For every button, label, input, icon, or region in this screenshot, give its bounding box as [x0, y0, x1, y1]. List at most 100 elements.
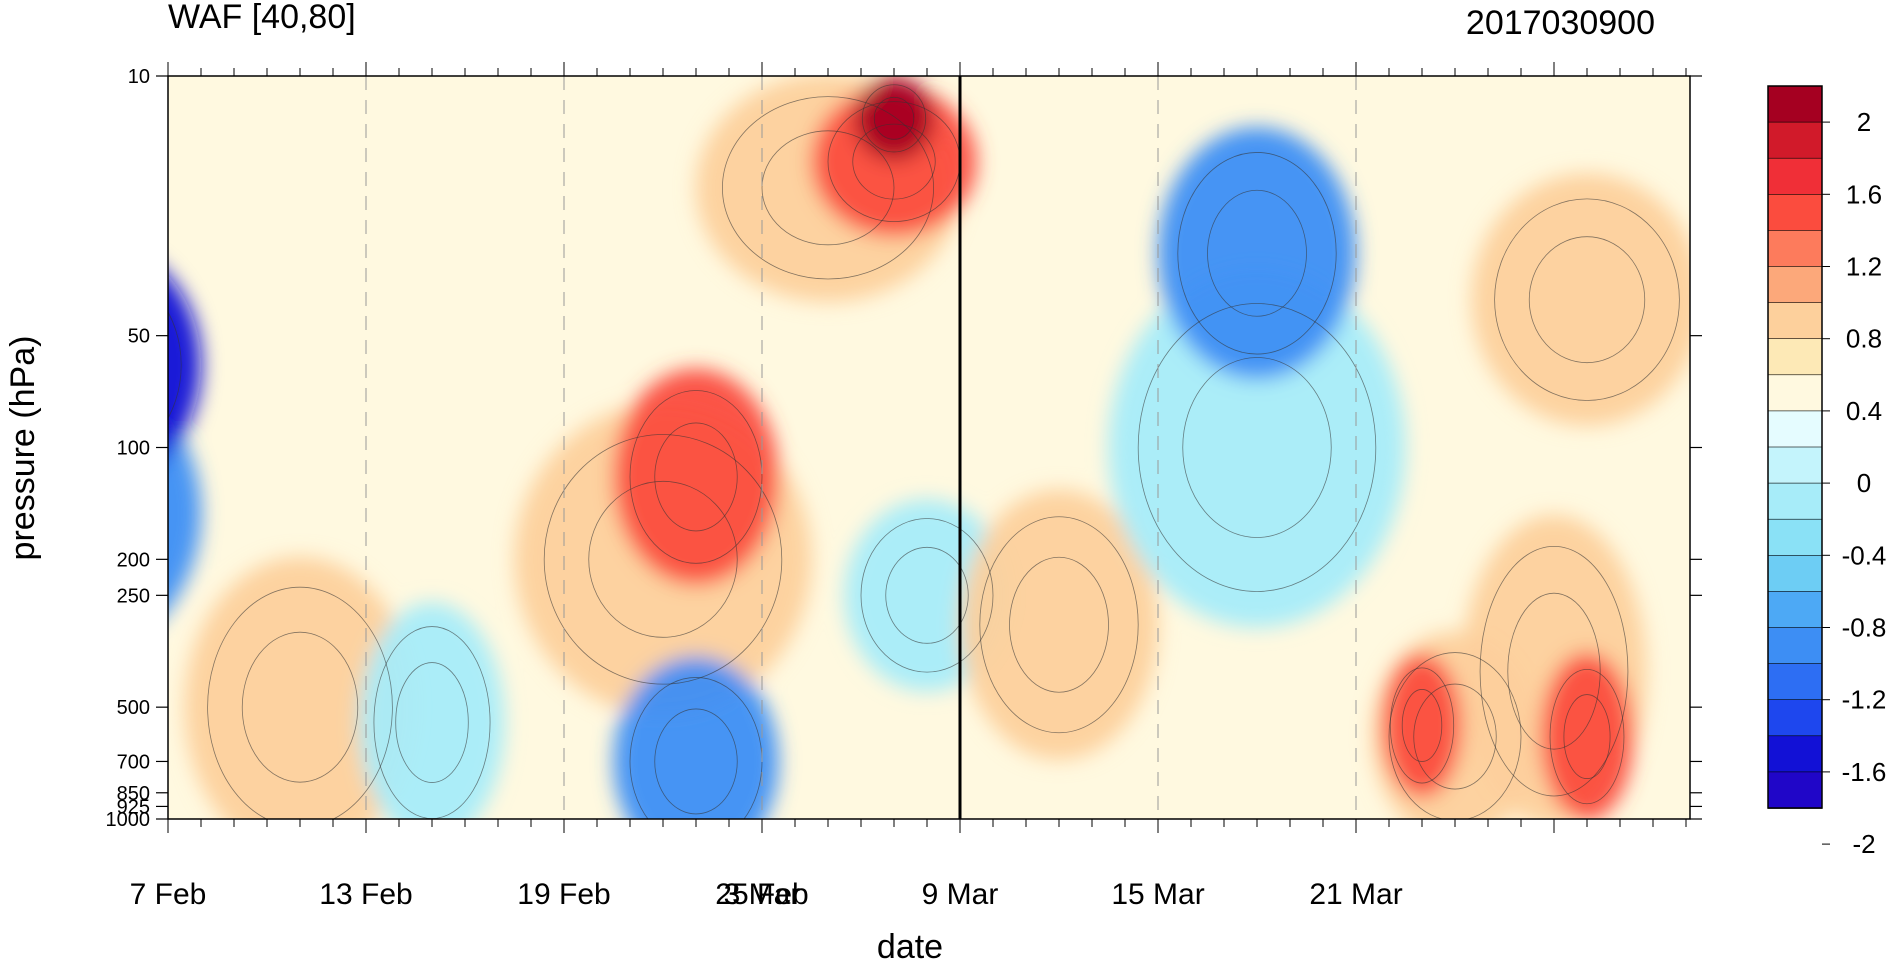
contour-region [613, 656, 779, 819]
colorbar-label: 0.4 [1846, 396, 1882, 426]
contour-fill [168, 76, 1690, 819]
colorbar-swatch [1767, 121, 1823, 159]
colorbar-swatch [1767, 699, 1823, 737]
contour-line [1388, 652, 1522, 819]
contour-line [1528, 236, 1646, 364]
contour-line [543, 434, 783, 685]
contour-line [1182, 357, 1332, 538]
contour-line [53, 305, 152, 425]
contour-line [1401, 689, 1443, 762]
y-tick-label: 10 [128, 66, 150, 88]
y-tick-label: 250 [117, 585, 150, 607]
colorbar-swatch [1767, 194, 1823, 232]
contour-region [1108, 267, 1406, 628]
contour-line [241, 631, 359, 783]
chart-title: WAF [40,80] [168, 0, 356, 36]
contour-line [395, 662, 469, 783]
colorbar-swatch [1767, 157, 1823, 196]
x-tick-label: 19 Feb [517, 878, 610, 911]
contour-region [1471, 173, 1690, 426]
colorbar-swatch [1767, 410, 1823, 448]
x-tick-label: 3 Mar [724, 878, 801, 911]
y-tick-label: 50 [128, 326, 150, 348]
colorbar-swatch [1767, 85, 1823, 123]
contour-line [1479, 545, 1629, 797]
contour-line [168, 311, 182, 419]
colorbar-label: -0.4 [1842, 540, 1887, 570]
contour-line [654, 708, 738, 815]
contour-line [1507, 592, 1601, 750]
contour-line [885, 546, 969, 644]
colorbar-swatch [1767, 374, 1823, 412]
colorbar-label: -1.2 [1842, 685, 1887, 715]
contour-line [860, 518, 994, 673]
contour-region [1540, 652, 1634, 819]
y-tick-label: 500 [117, 697, 150, 719]
y-tick-label: 100 [117, 438, 150, 460]
colorbar-swatch [1767, 518, 1823, 557]
x-tick-label: 7 Feb [130, 878, 207, 911]
colorbar-swatch [1767, 627, 1823, 665]
contour-line [761, 130, 895, 246]
colorbar-label: -2 [1852, 829, 1875, 859]
y-tick-label: 1000 [106, 809, 151, 831]
contour-region [960, 489, 1158, 760]
colorbar-swatch [1767, 591, 1823, 629]
contour-line [1207, 189, 1307, 317]
contour-region [1158, 127, 1356, 380]
colorbar-label: -1.6 [1842, 757, 1887, 787]
colorbar-swatch [1767, 266, 1823, 304]
contour-region [359, 602, 505, 819]
colorbar-swatch [1767, 735, 1823, 773]
contour-line [1563, 694, 1611, 779]
colorbar-label: 0.8 [1846, 324, 1882, 354]
colorbar-swatch [1767, 230, 1823, 268]
x-tick-label: 21 Mar [1309, 878, 1402, 911]
contour-line [1413, 683, 1497, 790]
contour-region [168, 415, 201, 611]
contour-region [854, 76, 934, 161]
chart-date-label: 2017030900 [1466, 4, 1655, 42]
y-tick-label: 200 [117, 549, 150, 571]
contour-line [861, 84, 927, 153]
contour-region [168, 275, 201, 455]
x-axis-title: date [877, 928, 943, 961]
contour-line [207, 586, 393, 819]
colorbar-swatch [1767, 771, 1823, 809]
colorbar-label: -0.8 [1842, 613, 1887, 643]
contour-region [811, 86, 977, 237]
contour-line [1389, 667, 1455, 784]
colorbar: 2 1.6 1.2 0.8 0.4 0 -0.4 -0.8 -1.2 -1.6 -2 [1767, 85, 1887, 859]
contour-region [184, 557, 416, 819]
plot-area [53, 75, 1691, 820]
contour-line [629, 390, 763, 564]
colorbar-label: 2 [1857, 107, 1871, 137]
colorbar-label: 1.6 [1846, 179, 1882, 209]
contour-line [979, 516, 1139, 734]
contour-line [1549, 668, 1625, 805]
colorbar-swatch [1767, 446, 1823, 484]
colorbar-border [1767, 85, 1823, 809]
contour-line [852, 123, 936, 200]
x-tick-label: 25 Feb [715, 878, 808, 911]
colorbar-swatch [1767, 554, 1823, 593]
x-tick-label: 13 Feb [319, 878, 412, 911]
contour-line [873, 96, 915, 140]
colorbar-swatch [1767, 663, 1823, 701]
x-tick-label: 15 Mar [1111, 878, 1204, 911]
colorbar-swatch [1767, 302, 1823, 340]
date-gridlines [365, 76, 1357, 819]
y-tick-label: 850 [117, 783, 150, 805]
colorbar-swatch [1767, 338, 1823, 376]
contour-line [588, 480, 738, 638]
y-tick-label: 925 [117, 796, 150, 818]
colorbar-swatch [1767, 482, 1823, 521]
contour-line [1137, 303, 1377, 592]
contour-lines [53, 84, 1680, 819]
x-tick-label: 9 Mar [922, 878, 999, 911]
colorbar-label: 0 [1857, 468, 1871, 498]
contour-line [1009, 556, 1109, 693]
